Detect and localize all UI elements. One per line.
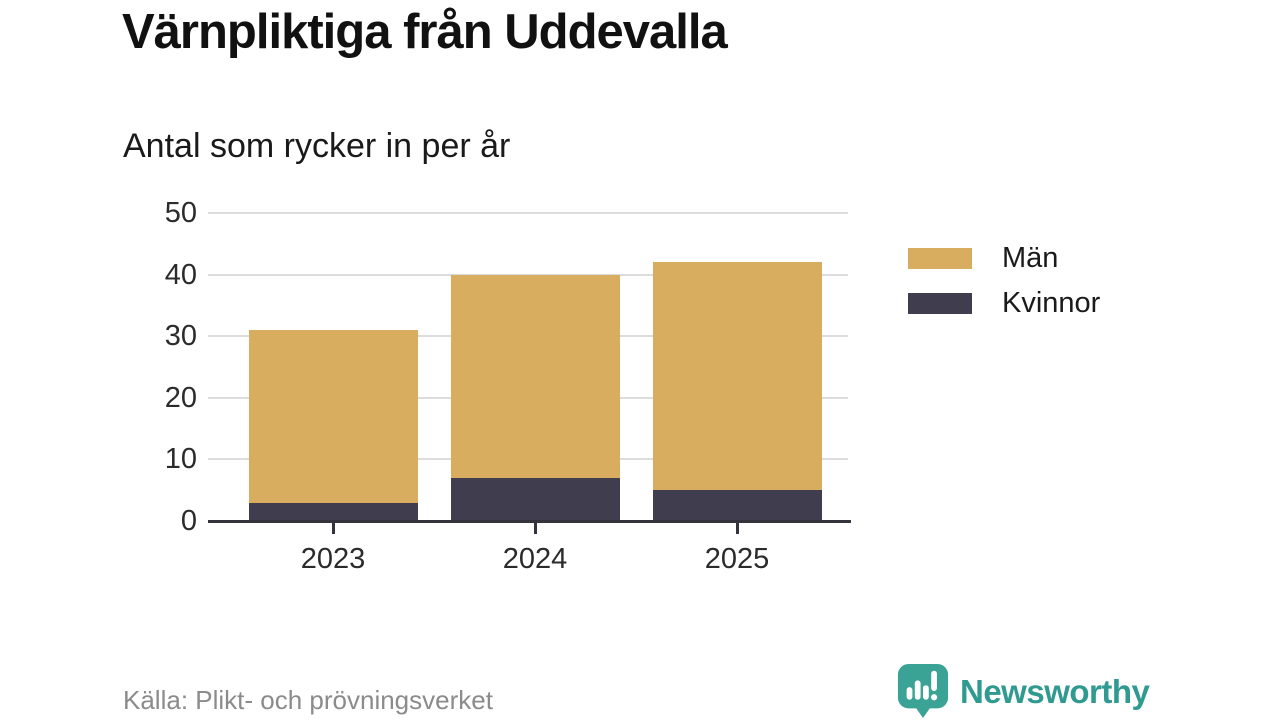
bar-segment-män-2024: [450, 274, 620, 478]
y-tick-label-20: 20: [164, 381, 197, 414]
y-tick-label-10: 10: [164, 443, 197, 476]
bar-segment-kvinnor-2025: [652, 490, 822, 521]
legend-swatch-kvinnor: [908, 293, 972, 314]
plot-area: [208, 212, 848, 521]
newsworthy-wordmark: Newsworthy: [960, 672, 1150, 710]
legend-item-män: Män: [908, 242, 1100, 274]
x-tick-label-2024: 2024: [502, 543, 568, 575]
y-tick-label-40: 40: [164, 258, 197, 291]
bar-segment-män-2023: [248, 330, 418, 503]
source-note: Källa: Plikt- och prövningsverket: [123, 685, 493, 715]
legend-swatch-män: [908, 248, 972, 269]
legend-item-kvinnor: Kvinnor: [908, 287, 1101, 319]
bar-segment-kvinnor-2023: [248, 502, 418, 521]
x-tick-2023: [332, 523, 335, 534]
legend-label-män: Män: [1002, 242, 1059, 274]
branding: Newsworthy: [896, 662, 1150, 720]
gridline-50: [208, 212, 848, 214]
x-tick-2024: [534, 523, 537, 534]
bar-segment-män-2025: [652, 262, 822, 491]
y-tick-label-30: 30: [164, 320, 197, 353]
y-tick-label-0: 0: [180, 505, 197, 537]
x-tick-label-2023: 2023: [300, 543, 366, 575]
x-axis-line: [208, 520, 851, 523]
x-tick-2025: [736, 523, 739, 534]
chart-title: Värnpliktiga från Uddevalla: [122, 5, 728, 59]
chart-subtitle: Antal som rycker in per år: [123, 127, 511, 165]
x-tick-label-2025: 2025: [704, 543, 770, 575]
y-tick-label-50: 50: [164, 197, 197, 229]
gridline-40: [208, 273, 848, 276]
newsworthy-logo-icon: [897, 664, 949, 718]
bar-segment-kvinnor-2024: [450, 477, 620, 521]
legend-label-kvinnor: Kvinnor: [1002, 287, 1101, 319]
chart-legend: Män Kvinnor: [908, 242, 1101, 335]
